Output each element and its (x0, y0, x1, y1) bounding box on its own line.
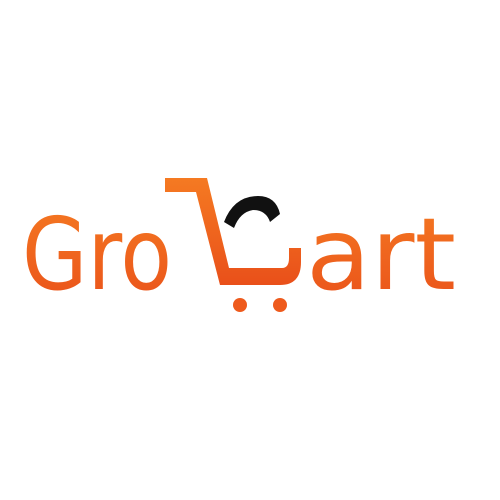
cart-handle-arc (224, 196, 280, 228)
cart-icon (165, 178, 301, 312)
cart-wheel (273, 298, 287, 312)
cart-body (165, 178, 301, 285)
logo-text-right: art (306, 196, 456, 313)
cart-wheel (233, 298, 247, 312)
logo-text-left: Gro (22, 196, 172, 313)
